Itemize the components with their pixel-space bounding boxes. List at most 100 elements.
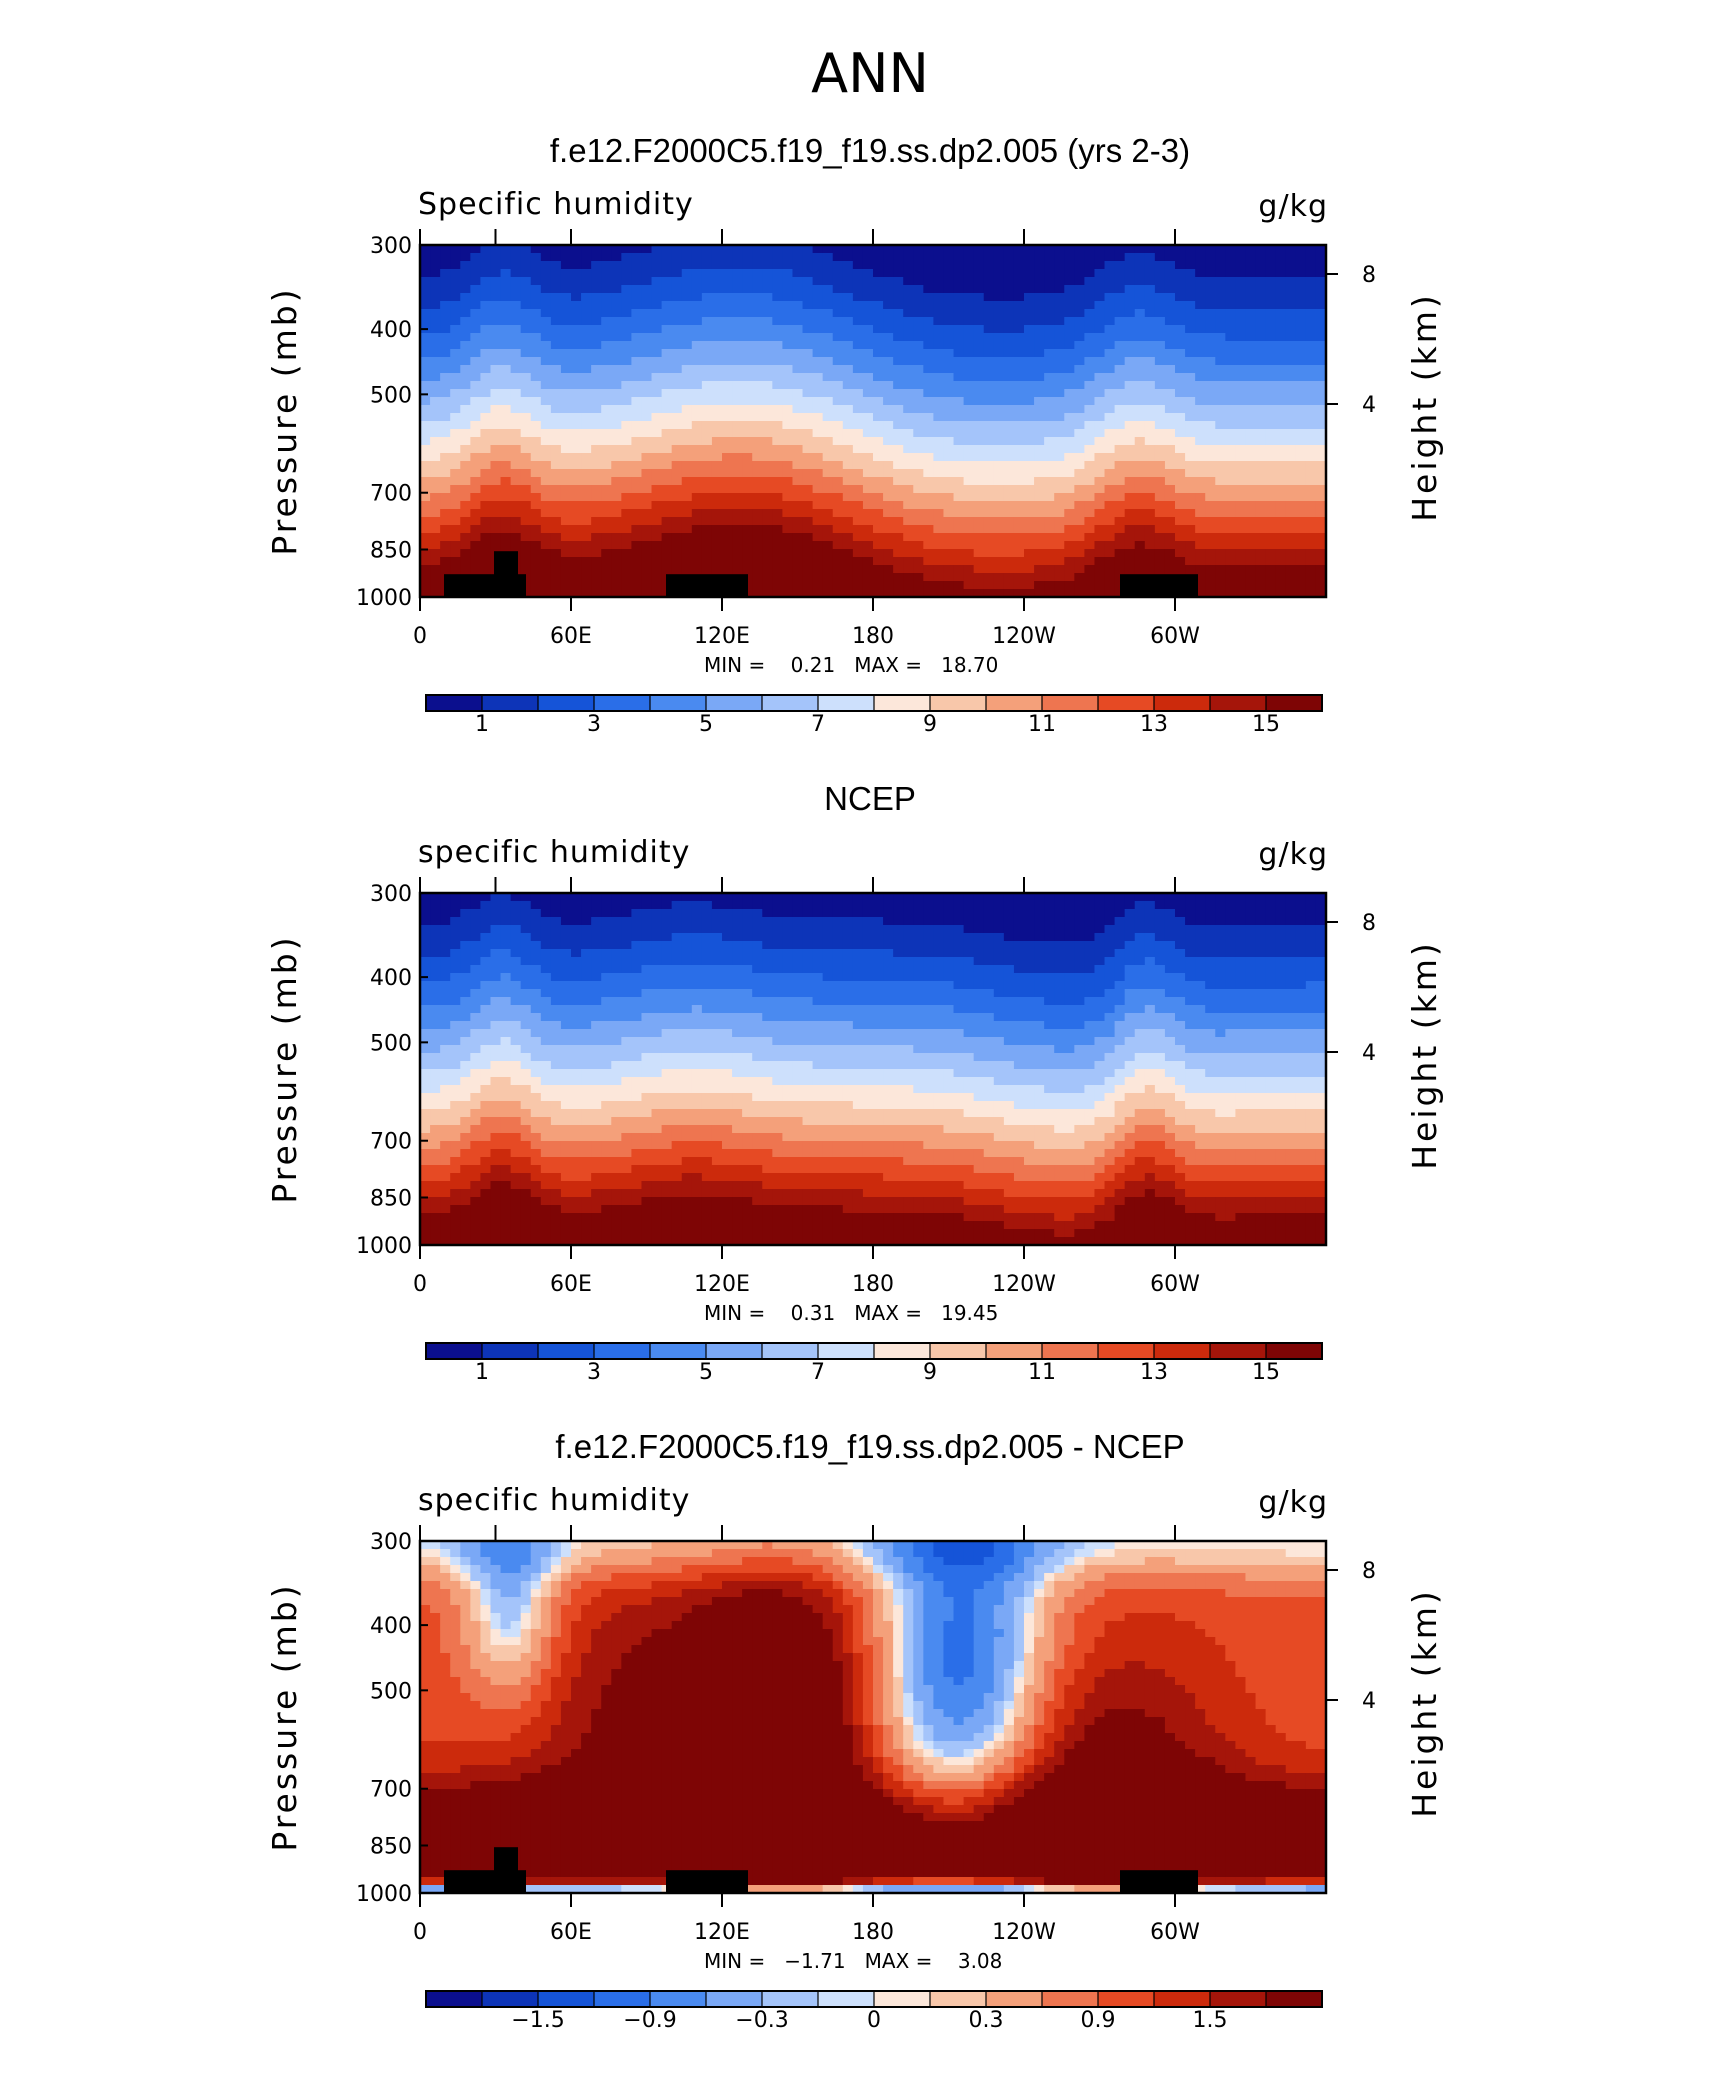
heatmap-cell — [1024, 573, 1035, 582]
heatmap-cell — [792, 317, 803, 326]
heatmap-cell — [813, 469, 824, 478]
heatmap-cell — [561, 397, 572, 406]
heatmap-cell — [803, 437, 814, 446]
heatmap-cell — [611, 461, 622, 470]
heatmap-cell — [742, 933, 753, 942]
heatmap-cell — [692, 365, 703, 374]
heatmap-cell — [1155, 357, 1166, 366]
heatmap-cell — [1054, 373, 1065, 382]
heatmap-cell — [1215, 901, 1226, 910]
heatmap-cell — [984, 949, 995, 958]
heatmap-cell — [1105, 325, 1116, 334]
heatmap-cell — [1084, 357, 1095, 366]
heatmap-cell — [501, 373, 512, 382]
heatmap-cell — [863, 501, 874, 510]
heatmap-cell — [1165, 269, 1176, 278]
heatmap-cell — [1215, 509, 1226, 518]
heatmap-cell — [782, 941, 793, 950]
heatmap-cell — [1256, 437, 1267, 446]
heatmap-cell — [601, 925, 612, 934]
heatmap-cell — [903, 493, 914, 502]
heatmap-cell — [943, 365, 954, 374]
heatmap-cell — [933, 277, 944, 286]
heatmap-cell — [541, 293, 552, 302]
heatmap-cell — [440, 517, 451, 526]
heatmap-cell — [742, 341, 753, 350]
heatmap-cell — [1084, 285, 1095, 294]
heatmap-cell — [1296, 925, 1307, 934]
heatmap-cell — [1235, 261, 1246, 270]
heatmap-cell — [652, 493, 663, 502]
heatmap-cell — [883, 909, 894, 918]
heatmap-cell — [933, 893, 944, 902]
heatmap-cell — [470, 557, 481, 566]
heatmap-cell — [933, 293, 944, 302]
heatmap-cell — [470, 477, 481, 486]
heatmap-cell — [581, 341, 592, 350]
heatmap-cell — [1105, 365, 1116, 374]
heatmap-cell — [501, 909, 512, 918]
heatmap-cell — [641, 429, 652, 438]
heatmap-cell — [984, 301, 995, 310]
heatmap-cell — [1054, 485, 1065, 494]
heatmap-cell — [782, 549, 793, 558]
heatmap-cell — [702, 485, 713, 494]
heatmap-cell — [1185, 293, 1196, 302]
heatmap-cell — [662, 277, 673, 286]
heatmap-cell — [712, 541, 723, 550]
heatmap-cell — [611, 325, 622, 334]
heatmap-cell — [531, 469, 542, 478]
heatmap-cell — [541, 261, 552, 270]
heatmap-cell — [954, 309, 965, 318]
heatmap-cell — [964, 317, 975, 326]
heatmap-cell — [1205, 557, 1216, 566]
heatmap-cell — [1044, 949, 1055, 958]
heatmap-cell — [1125, 501, 1136, 510]
heatmap-cell — [450, 397, 461, 406]
heatmap-cell — [1225, 461, 1236, 470]
heatmap-cell — [1286, 557, 1297, 566]
heatmap-cell — [853, 333, 864, 342]
heatmap-cell — [470, 909, 481, 918]
heatmap-cell — [1185, 549, 1196, 558]
heatmap-cell — [863, 349, 874, 358]
heatmap-cell — [1034, 309, 1045, 318]
heatmap-cell — [813, 493, 824, 502]
heatmap-cell — [591, 509, 602, 518]
heatmap-cell — [1105, 285, 1116, 294]
heatmap-cell — [521, 317, 532, 326]
heatmap-cell — [722, 317, 733, 326]
heatmap-cell — [823, 437, 834, 446]
heatmap-cell — [1014, 445, 1025, 454]
heatmap-cell — [1286, 477, 1297, 486]
heatmap-cell — [1044, 541, 1055, 550]
heatmap-cell — [1004, 357, 1015, 366]
heatmap-cell — [541, 277, 552, 286]
heatmap-cell — [772, 293, 783, 302]
heatmap-cell — [1094, 949, 1105, 958]
heatmap-cell — [652, 389, 663, 398]
heatmap-cell — [873, 445, 884, 454]
heatmap-cell — [1115, 525, 1126, 534]
heatmap-cell — [581, 941, 592, 950]
heatmap-cell — [470, 525, 481, 534]
heatmap-cell — [682, 325, 693, 334]
heatmap-cell — [490, 437, 501, 446]
heatmap-cell — [551, 333, 562, 342]
heatmap-cell — [782, 973, 793, 982]
heatmap-cell — [883, 325, 894, 334]
heatmap-cell — [682, 925, 693, 934]
heatmap-cell — [702, 277, 713, 286]
heatmap-cell — [440, 917, 451, 926]
heatmap-cell — [561, 533, 572, 542]
heatmap-cell — [1054, 909, 1065, 918]
heatmap-cell — [531, 917, 542, 926]
heatmap-cell — [873, 469, 884, 478]
heatmap-cell — [903, 421, 914, 430]
heatmap-cell — [561, 941, 572, 950]
heatmap-cell — [1084, 557, 1095, 566]
heatmap-cell — [621, 957, 632, 966]
heatmap-cell — [984, 573, 995, 582]
heatmap-cell — [430, 541, 441, 550]
heatmap-cell — [1276, 581, 1287, 590]
